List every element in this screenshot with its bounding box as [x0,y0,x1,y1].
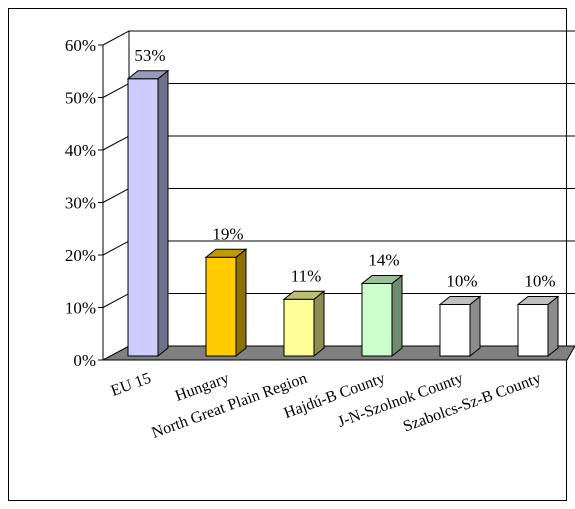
data-label: 10% [446,272,477,291]
y-tick-label: 20% [65,246,96,265]
chart-floor-plane [102,345,575,361]
gridline-diagonal [102,240,130,256]
bar-front [127,78,159,357]
bar-top [516,296,560,305]
bar-front [517,304,549,357]
gridline-diagonal [102,30,130,46]
chart-floor [102,345,575,361]
data-label: 11% [291,266,322,285]
bar-front [205,256,237,357]
bar-side [391,274,403,358]
bar-side [235,248,247,358]
data-labels: 53% 19% 11% 14% 10% 10% [134,46,555,291]
bars [126,69,560,358]
y-tick-label: 30% [65,194,96,213]
gridlines [102,30,575,346]
y-tick-label: 50% [65,89,96,108]
gridline-diagonal [102,293,130,308]
bar-front [439,304,471,357]
y-tick-label: 60% [65,36,96,55]
data-label: 10% [524,272,555,291]
bar [438,295,482,358]
y-tick-label: 0% [73,351,96,370]
bar-top [204,248,248,258]
bar-side [157,69,169,358]
bar-top [438,296,482,305]
gridline-diagonal [102,188,130,203]
bar-side [469,295,481,358]
gridline-diagonal [102,135,130,151]
y-tick-label: 10% [65,299,96,318]
bar [360,274,404,358]
bar [282,290,326,358]
bar-front [361,283,393,357]
bar-top [360,275,404,284]
y-tick-label: 40% [65,141,96,160]
data-label: 19% [212,224,243,243]
bar [126,69,170,358]
bar-top [282,290,326,300]
data-label: 14% [368,251,399,270]
category-label: EU 15 [109,370,154,400]
data-label: 53% [134,46,165,65]
bar-top [126,70,170,80]
bar-side [313,290,325,358]
gridline-diagonal [102,83,130,98]
bar-front [283,298,315,357]
value-axis: 0% 10% 20% 30% 40% 50% 60% [65,36,104,370]
bar [204,248,248,358]
bar [516,295,560,358]
category-label: Szabolcs-Sz-B County [401,370,543,436]
bar-side [547,295,559,358]
